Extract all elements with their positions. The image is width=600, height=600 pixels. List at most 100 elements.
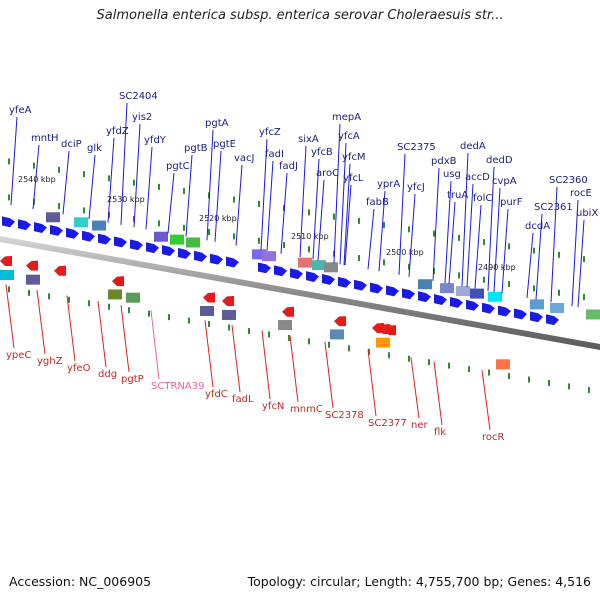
gene-label[interactable]: yfdY <box>144 135 167 146</box>
gene-label[interactable]: pgtA <box>205 118 229 129</box>
gene-label[interactable]: SC2378 <box>325 410 364 421</box>
gene-label[interactable]: yprA <box>377 179 400 190</box>
gene-label[interactable]: yis2 <box>132 112 152 123</box>
gene-label[interactable]: ddg <box>98 369 117 380</box>
gene-label[interactable]: SCTRNA39 <box>151 381 204 392</box>
gene-box <box>330 329 344 340</box>
tick-mark <box>388 352 390 359</box>
gene-label[interactable]: mnmC <box>290 404 323 415</box>
gene-label[interactable]: dciP <box>61 139 82 150</box>
gene-label[interactable]: yfcA <box>338 131 360 142</box>
leader-line <box>433 361 443 426</box>
reverse-gene-arrow <box>54 265 66 276</box>
tick-mark <box>568 383 570 390</box>
leader-line <box>577 219 585 308</box>
leader-line <box>167 172 175 234</box>
gene-label[interactable]: yfcJ <box>407 182 425 193</box>
tick-mark <box>8 158 10 165</box>
gene-label[interactable]: yfdZ <box>106 126 129 137</box>
gene-label[interactable]: truA <box>447 190 468 201</box>
leader-line <box>493 187 501 293</box>
gene-label[interactable]: cvpA <box>492 176 517 187</box>
gene-label[interactable]: yfeA <box>9 105 32 116</box>
tick-mark <box>408 263 410 270</box>
gene-label[interactable]: flk <box>434 427 446 438</box>
forward-gene-arrow <box>82 230 95 242</box>
gene-label[interactable]: aroC <box>316 168 339 179</box>
forward-gene-arrow <box>450 297 463 308</box>
gene-label[interactable]: sixA <box>298 134 319 145</box>
gene-label[interactable]: mntH <box>31 133 59 144</box>
leader-line <box>312 158 320 260</box>
tick-mark <box>508 243 510 250</box>
leader-line <box>324 341 334 409</box>
gene-label[interactable]: SC2361 <box>534 202 573 213</box>
gene-label[interactable]: rocR <box>482 432 505 443</box>
gene-box <box>74 217 88 228</box>
gene-label[interactable]: usg <box>443 169 461 180</box>
gene-label[interactable]: pgtB <box>184 143 208 154</box>
gene-label[interactable]: dedD <box>486 155 513 166</box>
gene-label[interactable]: purF <box>500 197 523 208</box>
gene-label[interactable]: dcdA <box>525 221 550 232</box>
gene-box <box>586 309 600 320</box>
forward-gene-arrow <box>514 308 527 320</box>
gene-label[interactable]: fadL <box>232 394 254 405</box>
gene-label[interactable]: accD <box>465 172 490 183</box>
leader-line <box>299 145 307 258</box>
tick-label: 2510 kbp <box>291 232 329 241</box>
gene-label[interactable]: yghZ <box>37 356 63 367</box>
tick-mark <box>433 230 435 237</box>
forward-gene-arrow <box>114 236 127 248</box>
gene-label[interactable]: pgtP <box>121 374 144 385</box>
reverse-gene-labels: ypeC yghZ yfeO ddg pgtP SCTRNA39 yfdC fa… <box>6 350 505 443</box>
leader-line <box>461 152 469 287</box>
tick-mark <box>548 379 550 386</box>
gene-label[interactable]: vacJ <box>234 153 255 164</box>
leader-line <box>231 325 241 393</box>
gene-label[interactable]: ner <box>411 420 428 431</box>
tick-mark <box>168 314 170 321</box>
forward-gene-arrow <box>18 219 31 231</box>
gene-label[interactable]: yfeO <box>67 363 91 374</box>
gene-label[interactable]: rocE <box>570 188 592 199</box>
gene-label[interactable]: yfcN <box>262 401 284 412</box>
leader-line <box>266 160 274 252</box>
gene-label[interactable]: yfdC <box>205 389 228 400</box>
gene-label[interactable]: yfcB <box>311 147 333 158</box>
gene-label[interactable]: folC <box>473 193 492 204</box>
tick-mark <box>588 386 590 393</box>
tick-mark <box>233 233 235 240</box>
gene-label[interactable]: fabB <box>366 197 389 208</box>
forward-gene-arrow <box>338 276 351 288</box>
gene-label[interactable]: glk <box>87 143 102 154</box>
gene-label[interactable]: SC2377 <box>368 418 407 429</box>
gene-label[interactable]: pdxB <box>431 156 457 167</box>
tick-mark <box>283 242 285 249</box>
gene-label[interactable]: yfcZ <box>259 127 281 138</box>
gene-label[interactable]: fadI <box>265 149 284 160</box>
tick-mark <box>383 222 385 229</box>
gene-label[interactable]: ypeC <box>6 350 31 361</box>
tick-mark <box>148 310 150 317</box>
forward-gene-arrow <box>210 253 223 265</box>
tick-mark <box>428 359 430 366</box>
gene-label[interactable]: dedA <box>460 141 486 152</box>
reverse-gene-arrow <box>112 276 124 287</box>
gene-box <box>26 274 40 285</box>
gene-label[interactable]: fadJ <box>279 161 298 172</box>
forward-gene-arrow <box>226 256 239 268</box>
label-leaders <box>5 102 585 431</box>
gene-label[interactable]: SC2360 <box>549 175 588 186</box>
gene-label[interactable]: ubiX <box>576 208 598 219</box>
gene-label[interactable]: pgtC <box>166 161 190 172</box>
gene-label[interactable]: SC2404 <box>119 91 158 102</box>
tick-mark <box>208 321 210 328</box>
gene-label[interactable]: mepA <box>332 112 361 123</box>
gene-label[interactable]: yfcL <box>343 173 364 184</box>
gene-label[interactable]: pgtE <box>213 139 236 150</box>
gene-label[interactable]: SC2375 <box>397 142 436 153</box>
gene-label[interactable]: yfcM <box>342 152 366 163</box>
gene-box <box>186 237 200 248</box>
leader-line <box>260 138 268 251</box>
